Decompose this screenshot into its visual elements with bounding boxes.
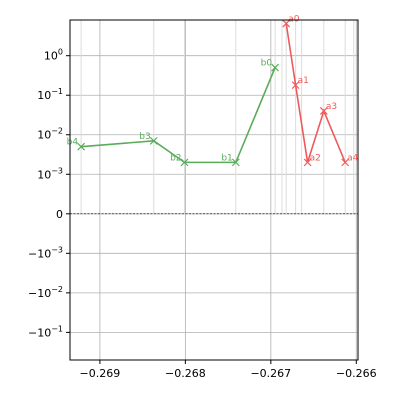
x-tick-label-2: −0.267 xyxy=(250,367,291,380)
y-tick-label-1: 10−1 xyxy=(37,87,63,102)
point-label-a3: a3 xyxy=(326,102,337,112)
point-marker-a1 xyxy=(291,81,300,90)
point-marker-a3 xyxy=(319,107,328,115)
x-tick-label-1: −0.268 xyxy=(165,367,206,380)
point-marker-b0 xyxy=(271,63,280,72)
axes-border xyxy=(69,19,359,361)
point-marker-a4 xyxy=(341,158,350,167)
point-label-a1: a1 xyxy=(298,76,309,86)
point-label-b4: b4 xyxy=(67,138,79,148)
tick-layer: −0.269 −0.268 −0.267 −0.266 100 10−1 10−2 10−3 0… xyxy=(28,48,377,380)
y-tick-label-3: 10−3 xyxy=(37,166,63,181)
y-tick-label-6: −10−2 xyxy=(28,285,63,300)
x-tick-label-0: −0.269 xyxy=(80,367,121,380)
point-label-b3: b3 xyxy=(139,132,150,142)
point-marker-a0 xyxy=(282,19,291,28)
y-tick-label-7: −10−1 xyxy=(28,324,63,339)
point-label-b0: b0 xyxy=(261,59,273,69)
point-marker-b1 xyxy=(231,158,240,167)
y-tick-label-4: 0 xyxy=(56,208,63,221)
point-marker-a2 xyxy=(303,158,312,167)
point-label-b2: b2 xyxy=(170,153,181,163)
point-marker-b4 xyxy=(77,142,86,151)
y-tick-label-0: 100 xyxy=(44,48,63,63)
point-label-b1: b1 xyxy=(221,153,232,163)
y-tick-label-2: 10−2 xyxy=(37,127,63,142)
point-label-a2: a2 xyxy=(310,153,321,163)
point-marker-b3 xyxy=(149,136,158,145)
point-marker-b2 xyxy=(180,158,189,167)
y-tick-label-5: −10−3 xyxy=(28,245,63,260)
axes-frame xyxy=(69,19,359,361)
point-label-a4: a4 xyxy=(347,153,359,163)
stem-layer xyxy=(80,20,355,214)
x-tick-label-3: −0.266 xyxy=(336,367,377,380)
